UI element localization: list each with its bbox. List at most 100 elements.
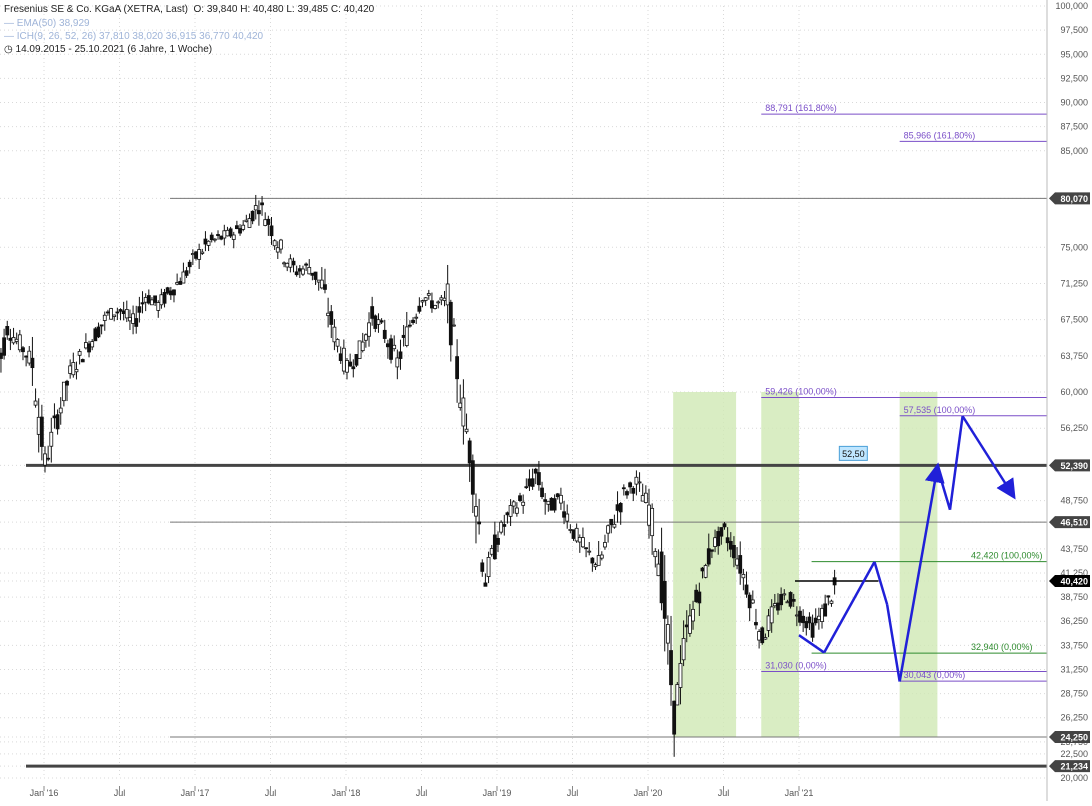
time-zones <box>673 392 938 737</box>
candle-body <box>691 608 695 622</box>
projection-segment <box>823 561 876 654</box>
candle-body <box>728 540 733 550</box>
candle-body <box>190 253 195 256</box>
candle-body <box>442 297 447 301</box>
projection-segment <box>873 561 889 605</box>
x-tick-label: Jul <box>567 788 579 798</box>
candle-body <box>83 342 88 349</box>
candle-body <box>74 368 79 373</box>
candle-body <box>430 300 434 309</box>
candle-body <box>68 365 73 374</box>
candle-body <box>150 299 154 306</box>
y-tick-label: 22,500 <box>1060 749 1088 759</box>
y-tick-label: 85,000 <box>1060 146 1088 156</box>
candle-body <box>335 339 340 347</box>
y-tick-label: 71,250 <box>1060 278 1088 288</box>
candle-body <box>606 525 611 534</box>
x-tick-label: Jan '19 <box>483 788 512 798</box>
ema-label: EMA(50) <box>16 18 57 29</box>
candle-body <box>829 600 834 604</box>
candle-body <box>156 302 161 311</box>
candle-body <box>282 262 286 265</box>
candle-body <box>647 504 651 526</box>
candle-body <box>279 239 283 250</box>
candle-body <box>458 402 463 408</box>
candle-body <box>621 487 626 490</box>
candle-body <box>499 521 504 533</box>
y-tick-label: 43,750 <box>1060 544 1088 554</box>
fib-label: 42,420 (100,00%) <box>971 551 1043 561</box>
candle-body <box>363 334 368 341</box>
candle-body <box>643 492 648 503</box>
y-tick-label: 75,000 <box>1060 242 1088 252</box>
candle-body <box>234 225 239 230</box>
candle-body <box>253 205 258 211</box>
candle-body <box>8 337 13 341</box>
projection-segment <box>961 415 1016 500</box>
candle-body <box>581 537 585 548</box>
candle-body <box>200 251 205 254</box>
candle-body <box>175 282 180 285</box>
price-tag-label: 24,250 <box>1060 732 1088 742</box>
projection-segment <box>885 604 901 682</box>
candle-body <box>341 347 346 372</box>
candle-body <box>747 594 752 609</box>
candle-body <box>134 318 139 327</box>
projection-segment <box>936 466 952 511</box>
candle-body <box>571 529 576 539</box>
x-tick-label: Jan '18 <box>332 788 361 798</box>
candle-body <box>467 440 472 464</box>
candle-body <box>172 289 176 296</box>
candle-body <box>448 301 453 346</box>
price-tags: 80,070 52,390 46,510 24,250 21,234 40,420 52,5… <box>838 192 1090 773</box>
candle-body <box>665 624 670 644</box>
candle-body <box>33 400 38 406</box>
candle-body <box>310 272 315 276</box>
candle-body <box>17 334 22 351</box>
candle-body <box>562 511 566 518</box>
candle-body <box>404 326 409 346</box>
candle-body <box>241 224 246 230</box>
candle-body <box>266 218 271 225</box>
candle-body <box>637 481 642 484</box>
candle-body <box>49 431 54 447</box>
candle-body <box>297 268 302 272</box>
candle-body <box>131 313 135 324</box>
candle-body <box>766 615 771 631</box>
candle-body <box>373 315 378 329</box>
candle-body <box>650 507 655 537</box>
candle-body <box>779 594 784 606</box>
period-row: ◷ 14.09.2015 - 25.10.2021 (6 Jahre, 1 Wo… <box>4 44 212 55</box>
candle-body <box>659 551 664 604</box>
time-zone <box>761 392 799 737</box>
fib-label: 85,966 (161,80%) <box>904 130 976 140</box>
x-tick-label: Jul <box>114 788 126 798</box>
candle-body <box>36 416 41 435</box>
candle-body <box>11 337 16 344</box>
candle-body <box>555 493 560 498</box>
candle-body <box>385 343 390 348</box>
candle-body <box>533 468 538 474</box>
candle-body <box>810 622 815 638</box>
price-tag-box <box>1049 459 1090 472</box>
candle-body <box>455 356 460 380</box>
candle-body <box>345 360 349 373</box>
candle-body <box>496 537 500 545</box>
candle-body <box>360 341 365 352</box>
candle-body <box>816 615 821 620</box>
candle-body <box>587 550 592 553</box>
candle-body <box>43 453 47 466</box>
candle-body <box>58 407 63 414</box>
x-tick-label: Jan '20 <box>634 788 663 798</box>
candle-body <box>109 308 113 320</box>
y-tick-label: 56,250 <box>1060 423 1088 433</box>
candle-body <box>354 354 359 366</box>
candle-body <box>285 262 290 268</box>
candle-body <box>99 324 104 327</box>
candle-body <box>820 607 824 622</box>
candle-body <box>433 304 437 309</box>
candle-body <box>370 306 375 319</box>
price-tag-box <box>1049 760 1090 773</box>
candle-body <box>508 505 513 517</box>
